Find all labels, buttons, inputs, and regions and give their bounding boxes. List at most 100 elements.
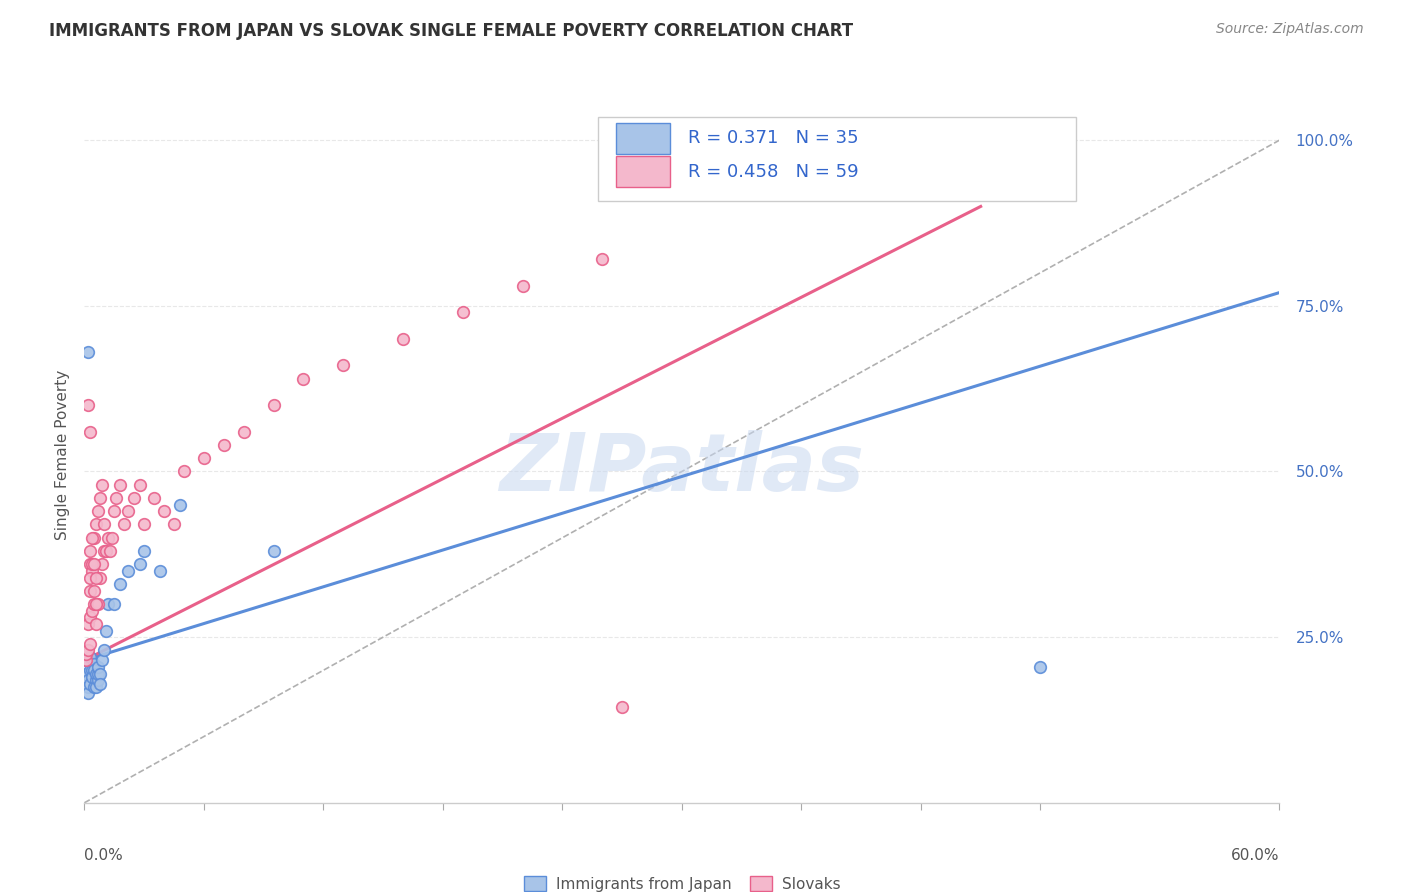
Point bbox=[91, 558, 114, 572]
Point bbox=[79, 558, 101, 572]
Point bbox=[79, 650, 101, 665]
Point bbox=[263, 398, 285, 412]
Point bbox=[77, 398, 100, 412]
Point bbox=[163, 517, 186, 532]
Point bbox=[103, 597, 125, 611]
Text: IMMIGRANTS FROM JAPAN VS SLOVAK SINGLE FEMALE POVERTY CORRELATION CHART: IMMIGRANTS FROM JAPAN VS SLOVAK SINGLE F… bbox=[49, 22, 853, 40]
FancyBboxPatch shape bbox=[616, 156, 669, 187]
Point bbox=[332, 359, 354, 373]
Point bbox=[610, 699, 633, 714]
Point bbox=[83, 597, 105, 611]
Point bbox=[86, 680, 108, 694]
Legend: Immigrants from Japan, Slovaks: Immigrants from Japan, Slovaks bbox=[517, 870, 846, 892]
Point bbox=[97, 531, 120, 545]
Point bbox=[212, 438, 235, 452]
Point bbox=[75, 666, 97, 681]
Point bbox=[169, 498, 191, 512]
Point bbox=[96, 624, 118, 638]
Point bbox=[83, 657, 105, 671]
FancyBboxPatch shape bbox=[599, 118, 1077, 201]
Point bbox=[79, 583, 101, 598]
Point bbox=[87, 597, 110, 611]
Text: ZIPatlas: ZIPatlas bbox=[499, 430, 865, 508]
Point bbox=[77, 345, 100, 359]
Point bbox=[132, 517, 156, 532]
Point bbox=[105, 491, 128, 505]
Point bbox=[193, 451, 215, 466]
Point bbox=[132, 544, 156, 558]
Point bbox=[77, 686, 100, 700]
Point bbox=[77, 673, 100, 688]
Point bbox=[98, 544, 121, 558]
Point bbox=[77, 680, 100, 694]
Point bbox=[93, 517, 115, 532]
Point bbox=[91, 653, 114, 667]
Point bbox=[143, 491, 166, 505]
Point bbox=[79, 544, 101, 558]
Point bbox=[77, 643, 100, 657]
Point bbox=[149, 564, 172, 578]
Point bbox=[392, 332, 415, 346]
Point bbox=[110, 477, 132, 491]
Point bbox=[79, 637, 101, 651]
Point bbox=[129, 477, 152, 491]
Point bbox=[112, 517, 135, 532]
Point bbox=[82, 564, 104, 578]
Point bbox=[86, 597, 108, 611]
Point bbox=[86, 570, 108, 584]
Point bbox=[153, 504, 176, 518]
Point bbox=[75, 653, 97, 667]
Point bbox=[79, 676, 101, 690]
Point bbox=[82, 670, 104, 684]
Point bbox=[93, 544, 115, 558]
Point bbox=[79, 663, 101, 677]
Point bbox=[591, 252, 613, 267]
Point bbox=[292, 372, 315, 386]
Point bbox=[75, 647, 97, 661]
Text: 60.0%: 60.0% bbox=[1232, 848, 1279, 863]
Point bbox=[96, 544, 118, 558]
Point bbox=[263, 544, 285, 558]
Point bbox=[77, 616, 100, 631]
Point bbox=[87, 504, 110, 518]
Point bbox=[512, 279, 534, 293]
Point bbox=[117, 564, 139, 578]
Point bbox=[173, 465, 195, 479]
FancyBboxPatch shape bbox=[616, 123, 669, 153]
Point bbox=[86, 517, 108, 532]
Point bbox=[89, 491, 111, 505]
Point bbox=[79, 610, 101, 624]
Point bbox=[89, 676, 111, 690]
Point bbox=[82, 604, 104, 618]
Point bbox=[83, 531, 105, 545]
Point bbox=[86, 673, 108, 688]
Point bbox=[89, 666, 111, 681]
Y-axis label: Single Female Poverty: Single Female Poverty bbox=[55, 370, 70, 540]
Text: Source: ZipAtlas.com: Source: ZipAtlas.com bbox=[1216, 22, 1364, 37]
Point bbox=[122, 491, 145, 505]
Point bbox=[79, 570, 101, 584]
Point bbox=[110, 577, 132, 591]
Text: R = 0.371   N = 35: R = 0.371 N = 35 bbox=[688, 129, 859, 147]
Point bbox=[97, 597, 120, 611]
Point bbox=[87, 666, 110, 681]
Point bbox=[129, 558, 152, 572]
Point bbox=[75, 653, 97, 667]
Point bbox=[103, 504, 125, 518]
Point bbox=[86, 666, 108, 681]
Point bbox=[82, 663, 104, 677]
Point bbox=[89, 570, 111, 584]
Point bbox=[82, 558, 104, 572]
Point bbox=[1029, 660, 1052, 674]
Point bbox=[87, 673, 110, 688]
Point bbox=[83, 663, 105, 677]
Point bbox=[83, 680, 105, 694]
Point bbox=[232, 425, 254, 439]
Point bbox=[86, 616, 108, 631]
Point bbox=[117, 504, 139, 518]
Point bbox=[79, 425, 101, 439]
Point bbox=[93, 643, 115, 657]
Point bbox=[91, 477, 114, 491]
Point bbox=[83, 558, 105, 572]
Point bbox=[82, 531, 104, 545]
